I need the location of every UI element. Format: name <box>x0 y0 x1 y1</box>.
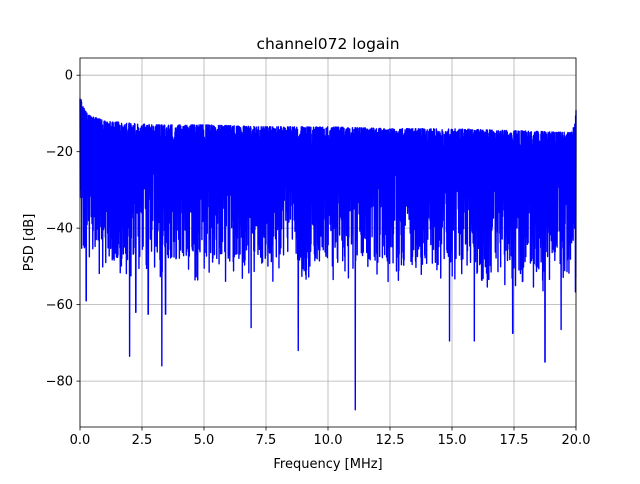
y-axis-label: PSD [dB] <box>22 214 37 272</box>
x-axis-ticks: 0.0 2.5 5.0 7.5 10.0 12.5 15.0 17.5 20.0 <box>70 427 591 448</box>
x-tick-label: 17.5 <box>500 433 529 448</box>
x-tick-label: 2.5 <box>132 433 153 448</box>
y-tick-label: −80 <box>46 375 73 390</box>
x-axis-label: Frequency [MHz] <box>273 457 382 472</box>
x-tick-label: 10.0 <box>314 433 343 448</box>
x-tick-label: 12.5 <box>376 433 405 448</box>
y-tick-label: 0 <box>65 69 73 84</box>
x-tick-label: 7.5 <box>256 433 277 448</box>
x-tick-label: 15.0 <box>438 433 467 448</box>
y-tick-label: −20 <box>46 145 73 160</box>
plot-content <box>79 98 577 411</box>
y-tick-label: −40 <box>46 222 73 237</box>
chart-title: channel072 logain <box>256 35 399 53</box>
y-axis-ticks: 0 −20 −40 −60 −80 <box>46 69 80 390</box>
x-tick-label: 0.0 <box>70 433 91 448</box>
y-tick-label: −60 <box>46 298 73 313</box>
psd-series-line <box>79 98 577 411</box>
x-tick-label: 20.0 <box>562 433 591 448</box>
x-tick-label: 5.0 <box>194 433 215 448</box>
